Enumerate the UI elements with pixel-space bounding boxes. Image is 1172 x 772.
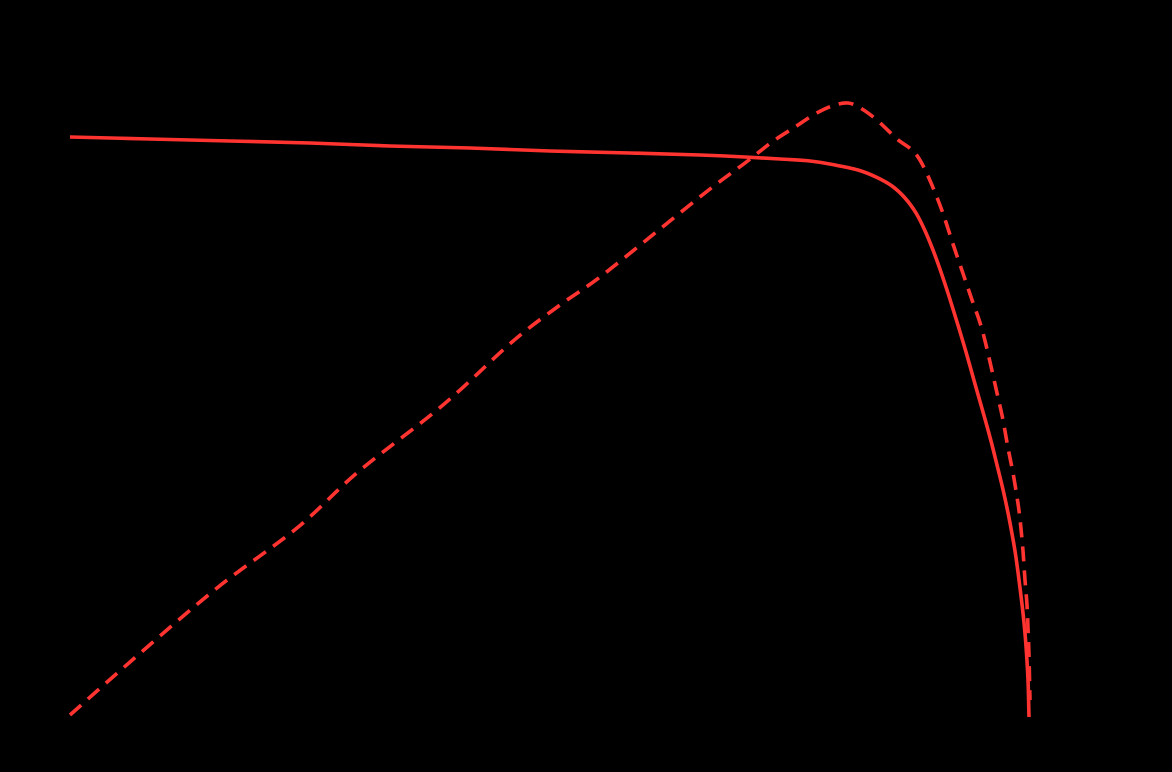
- series-group: [68, 101, 1032, 718]
- solid-curve-line: [69, 135, 1031, 718]
- dashed-curve-line: [68, 101, 1032, 717]
